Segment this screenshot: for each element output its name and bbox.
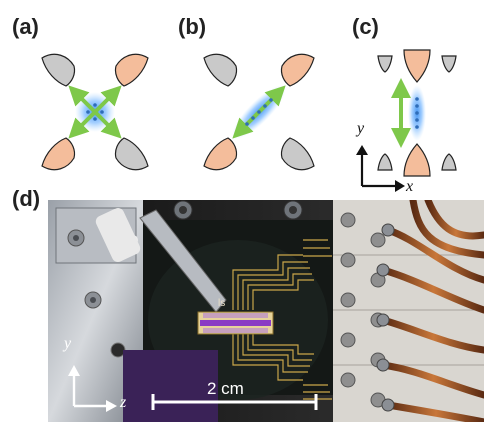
electrode-bottom-small-right [442,154,456,170]
panel-b-diagram [204,54,314,169]
electrode-bottom-center [404,144,430,176]
photo-drawing [48,200,484,422]
panel-a-diagram [42,54,148,169]
electrode-bottom-left [204,138,237,170]
electrode-top-right [115,54,148,86]
electrode-bottom-left [42,138,75,170]
trap-photograph: ls [48,200,484,422]
electrode-top-right [281,54,314,86]
chip-marking-text: ls [218,298,225,309]
electrode-bottom-right [281,138,314,170]
electrode-top-small-left [378,56,392,72]
electrode-top-center [404,50,430,82]
electrode-bottom-right [115,138,148,170]
electrode-top-small-right [442,56,456,72]
photo-axis-y-label: y [64,335,71,353]
trap-slot [200,320,271,326]
electrode-top-left [42,54,75,86]
scale-bar-label: 2 cm [207,379,244,399]
photo-axis-z-label: z [120,394,126,412]
panel-c-axis-y-label: y [357,120,364,138]
electrode-top-left [204,54,237,86]
panel-c-diagram [356,50,456,192]
panel-c-axis-x-label: x [406,178,413,196]
schematic-panels [0,0,484,200]
electrode-bottom-small-left [378,154,392,170]
